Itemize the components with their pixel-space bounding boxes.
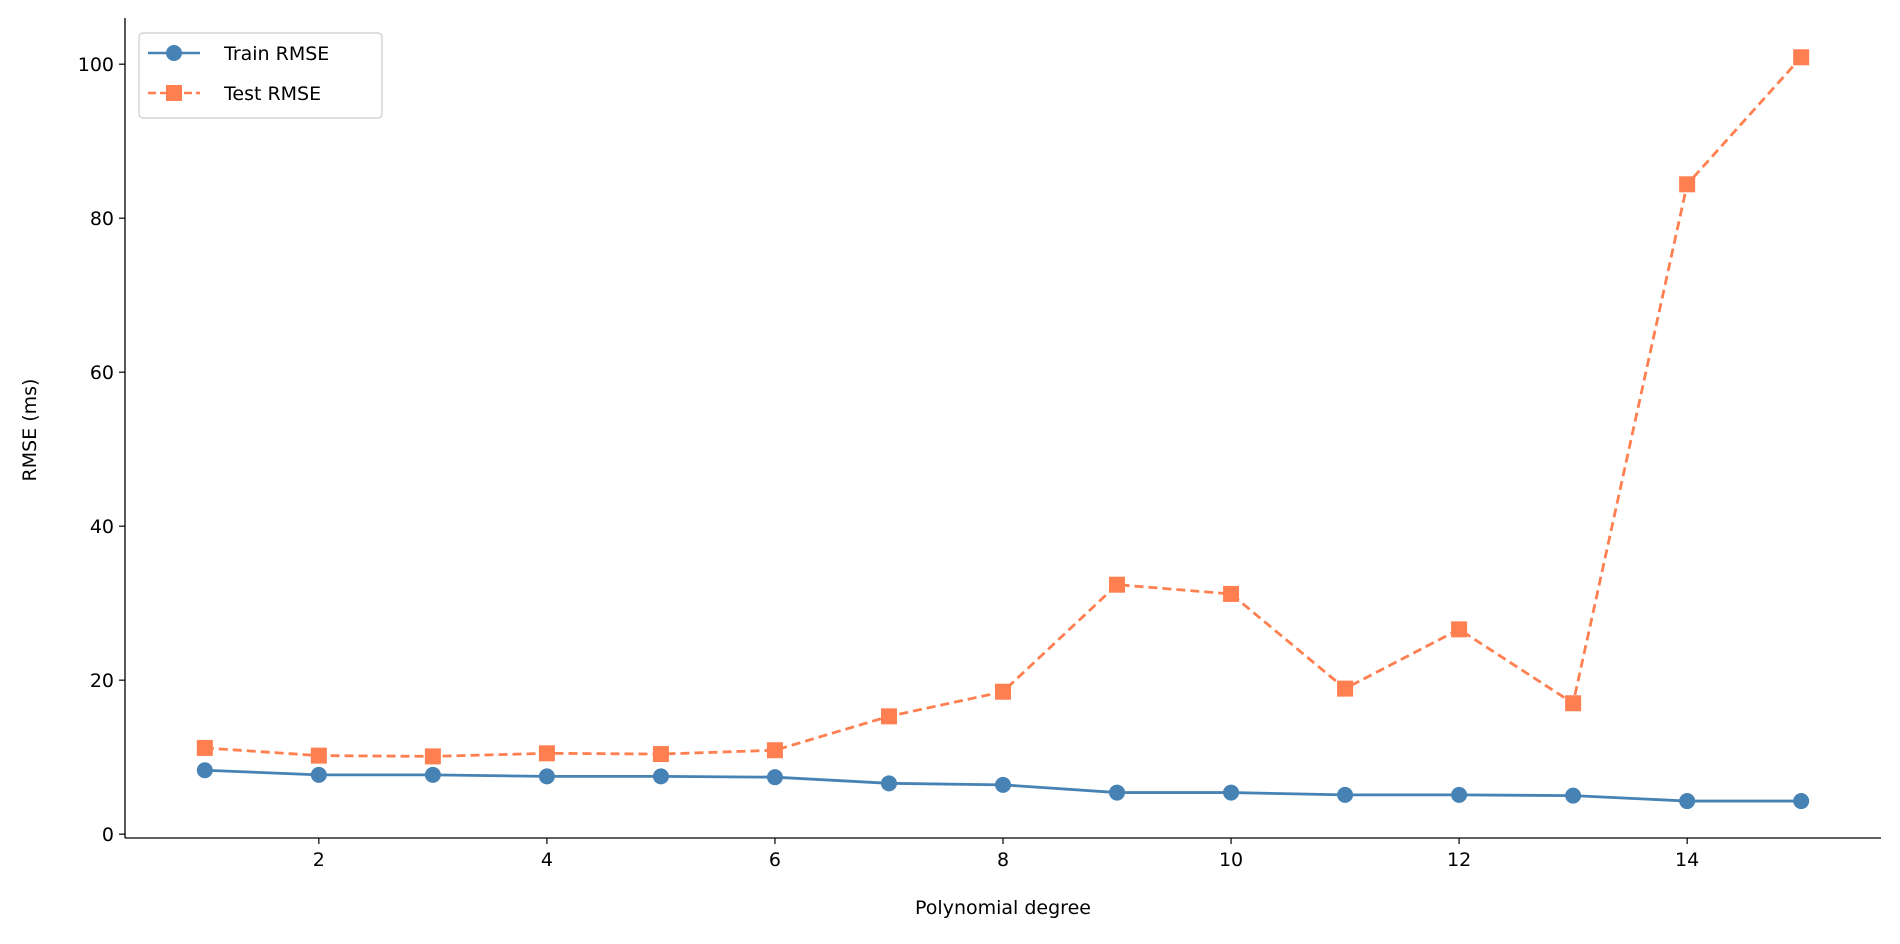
x-tick-label: 2 (313, 849, 325, 871)
train-rmse-point (1223, 784, 1240, 801)
legend: Train RMSE Test RMSE (138, 32, 383, 119)
x-axis-label: Polynomial degree (915, 897, 1091, 919)
train-rmse-point (995, 776, 1011, 793)
test-rmse-point (310, 747, 327, 764)
test-rmse-line (204, 56, 1803, 758)
test-rmse-point (1337, 680, 1354, 697)
train-rmse-point (1679, 793, 1696, 810)
train-rmse-point (1337, 786, 1354, 803)
test-rmse-point (1565, 695, 1582, 712)
legend-test-marker (166, 85, 182, 101)
x-tick-label: 4 (541, 849, 553, 871)
x-tick-label: 14 (1675, 849, 1699, 871)
y-axis-label: RMSE (ms) (19, 379, 41, 482)
train-rmse-point (1793, 793, 1810, 810)
train-rmse-point (310, 766, 327, 783)
test-rmse-point (1679, 176, 1696, 193)
legend-test-label: Test RMSE (223, 83, 321, 105)
y-tick-label: 20 (90, 670, 114, 692)
test-rmse-point (995, 683, 1011, 700)
legend-train-marker (166, 45, 182, 61)
series-layer (196, 49, 1810, 810)
train-rmse-point (538, 768, 555, 785)
x-tick-label: 6 (769, 849, 781, 871)
y-tick-label: 0 (102, 824, 114, 846)
test-rmse-point (652, 746, 669, 763)
x-tick-label: 12 (1447, 849, 1471, 871)
y-tick-label: 60 (90, 362, 114, 384)
test-rmse-point (766, 742, 783, 759)
y-tick-label: 100 (78, 54, 114, 76)
y-tick-label: 80 (90, 208, 114, 230)
y-tick-label: 40 (90, 516, 114, 538)
train-rmse-point (766, 769, 783, 786)
test-rmse-point (538, 745, 555, 762)
axes: 2 4 6 8 10 12 14 0 20 40 60 80 100 (78, 18, 1881, 871)
train-rmse-point (1451, 786, 1468, 803)
test-rmse-point (1223, 585, 1240, 602)
train-rmse-point (196, 762, 213, 779)
train-rmse-point (1565, 787, 1582, 804)
test-rmse-point (424, 748, 441, 765)
test-rmse-point (1109, 576, 1126, 593)
x-tick-label: 8 (997, 849, 1009, 871)
train-rmse-point (652, 768, 669, 785)
test-rmse-point (196, 739, 213, 756)
test-rmse-point (1451, 621, 1468, 638)
test-rmse-point (1793, 49, 1810, 66)
train-rmse-point (880, 775, 897, 792)
train-rmse-point (1109, 784, 1126, 801)
test-rmse-point (880, 708, 897, 725)
x-tick-label: 10 (1219, 849, 1243, 871)
train-rmse-point (424, 766, 441, 783)
legend-train-label: Train RMSE (223, 43, 329, 65)
